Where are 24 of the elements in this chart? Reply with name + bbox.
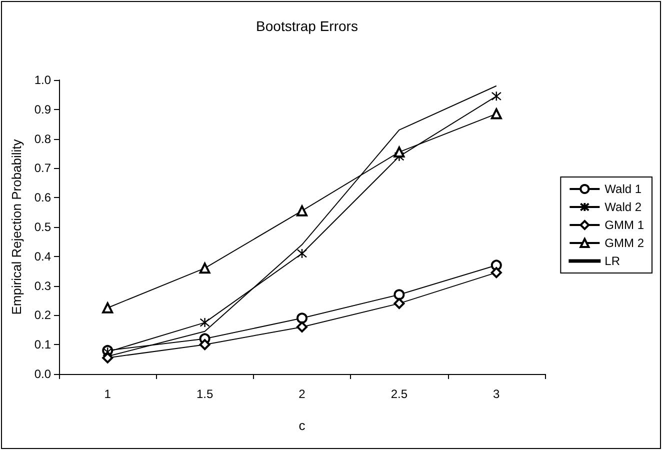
x-tick-label: 2 [298,387,306,401]
x-tick-label: 1.5 [196,387,214,401]
y-tick-label: 0.2 [34,308,52,322]
y-tick-label: 0.8 [34,132,52,146]
legend-label: LR [604,254,620,268]
y-axis-title: Empirical Rejection Probability [9,138,24,315]
chart-title: Bootstrap Errors [256,18,358,34]
legend-label: Wald 1 [604,182,642,196]
x-tick-label: 1 [104,387,112,401]
y-tick-label: 0.1 [34,338,52,352]
legend-label: GMM 1 [604,218,644,232]
legend-label: Wald 2 [604,200,642,214]
y-tick-label: 1.0 [34,73,52,87]
legend-label: GMM 2 [604,236,644,250]
x-axis-title: c [298,418,306,433]
y-tick-label: 0.6 [34,190,52,205]
y-tick-label: 0.4 [34,249,52,264]
x-tick-label: 2.5 [390,387,408,401]
y-tick-label: 0.3 [34,278,52,293]
y-tick-label: 0.9 [34,102,52,116]
y-tick-label: 0.5 [34,220,52,234]
x-tick-label: 3 [493,387,500,401]
y-tick-label: 0.0 [34,367,52,381]
y-tick-label: 0.7 [34,161,52,176]
